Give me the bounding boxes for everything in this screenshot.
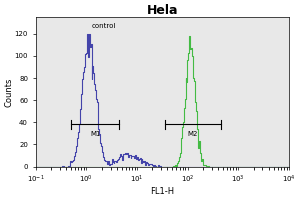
Text: control: control (92, 23, 116, 29)
Title: Hela: Hela (147, 4, 178, 17)
Y-axis label: Counts: Counts (4, 77, 13, 107)
X-axis label: FL1-H: FL1-H (150, 187, 174, 196)
Text: M2: M2 (188, 131, 198, 137)
Text: M1: M1 (90, 131, 101, 137)
